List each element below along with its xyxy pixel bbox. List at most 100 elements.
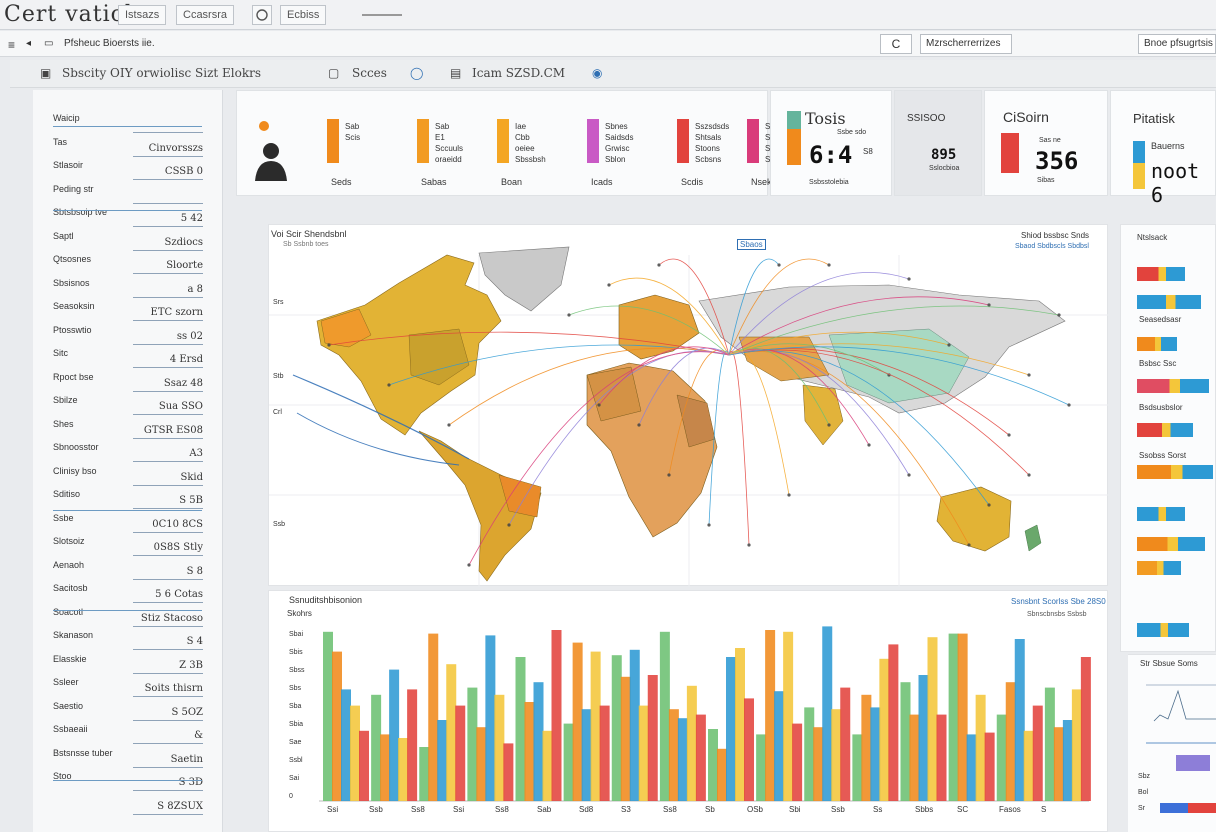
stat-title: SSISOO bbox=[907, 113, 946, 124]
stat-card-right[interactable]: Pitatisk Bauerns noot 6 bbox=[1110, 90, 1216, 207]
bar bbox=[783, 631, 794, 801]
menu-icon[interactable]: ≡ bbox=[8, 38, 16, 52]
refresh-button[interactable]: C bbox=[880, 34, 912, 54]
right-panel-bar[interactable] bbox=[1137, 465, 1213, 479]
right-field[interactable]: Bnoe pfsugrtsis bbox=[1138, 34, 1216, 54]
sidebar-item[interactable]: S 8ZSUX bbox=[33, 792, 223, 822]
sidebar-item-value: Soits thisrn bbox=[144, 683, 203, 694]
sidebar-item[interactable]: Shes GTSR ES08 bbox=[33, 416, 223, 446]
bar-chart[interactable] bbox=[269, 591, 1109, 832]
sidebar-item[interactable]: Slotsoiz 0S8S Stly bbox=[33, 533, 223, 563]
sidebar-item[interactable]: Rpoct bse Ssaz 48 bbox=[33, 369, 223, 399]
filter-field[interactable]: Mzrscherrerrizes bbox=[920, 34, 1012, 54]
route-endpoint bbox=[507, 523, 511, 527]
sidebar-item-value: Saetin bbox=[170, 753, 203, 765]
stat-sub: Bauerns bbox=[1151, 141, 1185, 151]
sidebar-item[interactable]: Bstsnsse tuber Saetin bbox=[33, 745, 223, 775]
sidebar-item[interactable]: Waicip bbox=[33, 110, 223, 140]
sidebar-item-underline bbox=[133, 202, 203, 204]
bar bbox=[533, 682, 544, 801]
doc-small-icon[interactable]: ▤ bbox=[450, 66, 462, 80]
sidebar-item[interactable]: Skanason S 4 bbox=[33, 627, 223, 657]
bar-x-tick: Sb bbox=[705, 805, 715, 814]
sidebar-item[interactable]: Ssleer Soits thisrn bbox=[33, 674, 223, 704]
route-line bbox=[598, 346, 730, 406]
right-panel-bar[interactable] bbox=[1137, 267, 1185, 281]
world-map[interactable] bbox=[269, 225, 1109, 587]
circle-toggle-icon[interactable]: ◯ bbox=[410, 66, 424, 80]
scenes-label[interactable]: Scces bbox=[352, 66, 387, 80]
sparkline-panel[interactable]: Str Sbsue Soms Sbz Bol Sr bbox=[1128, 654, 1216, 832]
sidebar-item[interactable]: Clinisy bso Skid bbox=[33, 463, 223, 493]
document-icon[interactable]: ▣ bbox=[40, 66, 52, 80]
square-icon[interactable]: ▢ bbox=[328, 66, 340, 80]
sidebar-item[interactable]: Sditiso S 5B bbox=[33, 486, 223, 516]
bar bbox=[551, 630, 562, 801]
folder-icon[interactable]: ▭ bbox=[44, 38, 54, 49]
sidebar-item[interactable]: Sbtsbsoip tve 5 42 bbox=[33, 204, 223, 234]
sidebar-item[interactable]: Qtsosnes Sloorte bbox=[33, 251, 223, 281]
sidebar-item-value: ss 02 bbox=[176, 330, 203, 342]
sidebar-item[interactable]: Ssbe 0C10 8CS bbox=[33, 510, 223, 540]
right-panel-bar[interactable] bbox=[1137, 537, 1205, 551]
world-map-panel[interactable]: Voi Scir Shendsbnl Sb Ssbnb toes Sbaos S… bbox=[268, 224, 1109, 587]
map-legend-label[interactable]: Sbaos bbox=[737, 239, 766, 250]
sidebar-item[interactable]: Ptosswtio ss 02 bbox=[33, 322, 223, 352]
sidebar-item-value: A3 bbox=[189, 448, 203, 459]
sidebar-item-value: S 5B bbox=[179, 495, 203, 506]
tab-2[interactable]: Ccasrsra bbox=[176, 5, 235, 25]
sidebar-item[interactable]: Aenaoh S 8 bbox=[33, 557, 223, 587]
bar bbox=[1032, 705, 1043, 801]
stat-card-score[interactable]: CiSoirn Sas ne 356 Sibas bbox=[984, 90, 1108, 196]
circle-icon[interactable] bbox=[252, 5, 272, 25]
bar bbox=[476, 727, 487, 801]
stat-card-total[interactable]: Tosis Ssbe sdo 6:4 S8 Ssbsstolebia bbox=[770, 90, 892, 196]
divider bbox=[362, 14, 402, 16]
sidebar-item[interactable]: Elasskie Z 3B bbox=[33, 651, 223, 681]
stat-card-value[interactable]: SSISOO 895 Sslocbioa bbox=[894, 90, 982, 196]
sidebar-item[interactable]: Seasoksin ETC szorn bbox=[33, 298, 223, 328]
sidebar-item[interactable]: Ssbaeaii & bbox=[33, 721, 223, 751]
sidebar-item[interactable]: Sbilze Sua SSO bbox=[33, 392, 223, 422]
bar bbox=[332, 651, 342, 801]
bar bbox=[1080, 657, 1091, 801]
bar bbox=[918, 675, 929, 801]
right-panel-bar[interactable] bbox=[1137, 561, 1181, 575]
right-panel-bar[interactable] bbox=[1137, 295, 1201, 309]
right-list-panel[interactable]: Ntslsack Seasedsasr Bsbsc Ssc Bsdsusbslor S… bbox=[1120, 224, 1216, 652]
bar bbox=[984, 732, 995, 801]
sidebar-item[interactable]: Peding str bbox=[33, 181, 223, 211]
back-icon[interactable]: ◂ bbox=[26, 38, 32, 49]
kpi-color-bar bbox=[497, 119, 509, 163]
kpi-color-bar bbox=[747, 119, 759, 163]
spark-bar bbox=[1176, 755, 1210, 771]
sidebar-item[interactable]: Sitc 4 Ersd bbox=[33, 345, 223, 375]
sidebar-item[interactable]: Stlasoir CSSB 0 bbox=[33, 157, 223, 187]
bar-chart-panel[interactable]: Ssnuditshbisonion Skohrs Ssnsbnt Scorlss… bbox=[268, 590, 1108, 832]
sidebar-item[interactable]: Tas Cinvorsszs bbox=[33, 134, 223, 164]
right-panel-bar[interactable] bbox=[1137, 379, 1209, 393]
kpi-caption: Sabas bbox=[421, 177, 447, 187]
sidebar-item[interactable]: Stoo S 3D bbox=[33, 768, 223, 798]
sidebar-item[interactable]: Saptl Szdiocs bbox=[33, 228, 223, 258]
sidebar-item-value: a 8 bbox=[187, 283, 203, 295]
sidebar-item-value: Skid bbox=[180, 471, 203, 483]
bar bbox=[524, 702, 535, 801]
sidebar-item[interactable]: Sacitosb 5 6 Cotas bbox=[33, 580, 223, 610]
sidebar-item[interactable]: Sbsisnos a 8 bbox=[33, 275, 223, 305]
tab-1[interactable]: Istsazs bbox=[118, 5, 167, 25]
search-box[interactable]: Ecbiss bbox=[280, 5, 327, 25]
stat-title: Pitatisk bbox=[1133, 111, 1175, 126]
sidebar-item[interactable]: Saestio S 5OZ bbox=[33, 698, 223, 728]
sidebar-item[interactable]: Sbnoosstor A3 bbox=[33, 439, 223, 469]
right-panel-bar[interactable] bbox=[1137, 337, 1177, 351]
right-panel-bar[interactable] bbox=[1137, 423, 1193, 437]
bar-chart-subtitle: Skohrs bbox=[287, 609, 312, 618]
sidebar-item-value: Sua SSO bbox=[158, 401, 203, 412]
right-panel-bar[interactable] bbox=[1137, 623, 1189, 637]
route-endpoint bbox=[987, 303, 991, 307]
sidebar-item[interactable]: Soacotl Stiz Stacoso bbox=[33, 604, 223, 634]
right-panel-bar[interactable] bbox=[1137, 507, 1185, 521]
sidebar-separator bbox=[53, 210, 202, 211]
route-endpoint bbox=[327, 343, 331, 347]
